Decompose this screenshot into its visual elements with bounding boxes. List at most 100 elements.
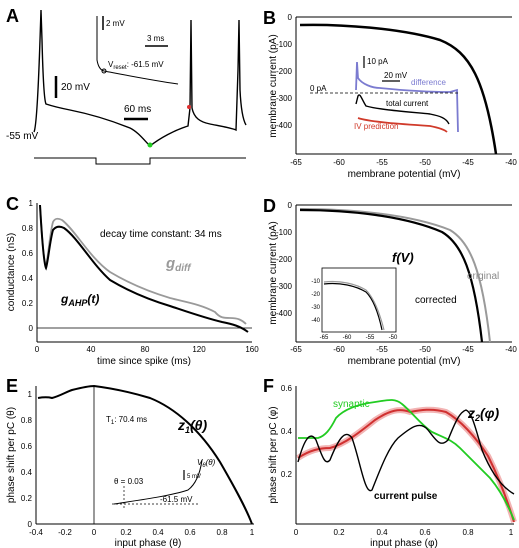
current-pulse-curve <box>297 409 515 495</box>
b-20mv-label: 20 mV <box>384 71 408 80</box>
d-inset-xtick: -60 <box>343 335 352 341</box>
c-ytick: 0.2 <box>22 299 34 308</box>
d-inset-xtick: -55 <box>366 335 375 341</box>
b-ytick: -100 <box>276 40 293 49</box>
d-inset-ytick: -40 <box>311 318 320 324</box>
scale-60ms-label: 60 ms <box>124 104 151 115</box>
d-xtick: -50 <box>419 345 431 354</box>
c-xtick: 120 <box>192 345 206 354</box>
panel-f-label: F <box>263 376 274 396</box>
b-ytick: -400 <box>276 121 293 130</box>
d-inset-xtick: -65 <box>320 335 329 341</box>
d-ytick: -200 <box>276 255 293 264</box>
d-ytick: -100 <box>276 228 293 237</box>
panel-c: C 0 0.2 0.4 0.6 0.8 1 0 40 80 120 160 ti… <box>6 194 259 367</box>
d-inset-box <box>321 267 397 333</box>
f-ytick: 0.4 <box>281 427 293 436</box>
d-ytick: -300 <box>276 282 293 291</box>
iv-prediction-trace <box>357 117 448 133</box>
f-xtick: 1 <box>509 528 514 537</box>
inset-3ms-label: 3 ms <box>147 34 164 43</box>
b-ylabel: membrane current (pA) <box>268 34 279 137</box>
f-current-pulse-label: current pulse <box>374 491 438 502</box>
f-xticks: 0 0.2 0.4 0.6 0.8 1 <box>294 528 514 537</box>
panel-e: E 0 0.2 0.4 0.6 0.8 1 -0.4 -0.2 0 0.2 0.… <box>6 376 255 548</box>
f-yticks: 0.2 0.4 0.6 <box>281 384 293 479</box>
c-ytick: 0.6 <box>22 249 34 258</box>
b-ytick: -300 <box>276 94 293 103</box>
panel-a: A 20 mV 60 ms -55 mV 2 mV 3 ms Vreset: -… <box>6 6 247 165</box>
panel-b: B 0 -100 -200 -300 -400 -65 -60 -55 -50 … <box>263 8 517 180</box>
c-ytick: 0.4 <box>22 274 34 283</box>
f-z2-label: z2(φ) <box>467 405 500 423</box>
e-inset-trace <box>113 459 203 505</box>
d-corrected-label: corrected <box>415 295 457 306</box>
panel-a-label: A <box>6 6 19 26</box>
b-zero-pa-label: 0 pA <box>310 84 327 93</box>
e-xtick: -0.2 <box>58 528 72 537</box>
b-ytick: -200 <box>276 67 293 76</box>
panel-f: F 0.2 0.4 0.6 0 0.2 0.4 0.6 0.8 1 input … <box>263 376 517 548</box>
f-xtick: 0.6 <box>419 528 431 537</box>
resting-label: -55 mV <box>6 131 39 142</box>
panel-e-label: E <box>6 376 18 396</box>
b-ytick: 0 <box>288 13 293 22</box>
e-ytick: 0.8 <box>21 416 33 425</box>
e-z1-label: z1(θ) <box>177 417 207 435</box>
stimulus-trace <box>34 157 246 165</box>
c-xtick: 160 <box>245 345 259 354</box>
voltage-trace <box>33 9 247 147</box>
e-xtick: 0 <box>92 528 97 537</box>
e-xtick: 0.8 <box>216 528 228 537</box>
d-inset-xtick: -50 <box>389 335 398 341</box>
e-ylabel: phase shift per pC (θ) <box>6 407 17 503</box>
c-xtick: 40 <box>87 345 96 354</box>
panel-b-label: B <box>263 8 276 28</box>
panel-c-label: C <box>6 194 19 214</box>
b-xtick: -45 <box>462 158 474 167</box>
e-inset-v-label: Vθ(θ) <box>197 458 216 469</box>
d-xtick: -45 <box>462 345 474 354</box>
f-xlabel: input phase (φ) <box>370 538 438 548</box>
e-xtick: -0.4 <box>29 528 43 537</box>
c-gdiff-label: gdiff <box>165 255 192 274</box>
c-ytick: 0.8 <box>22 224 34 233</box>
e-xtick: 0.6 <box>184 528 196 537</box>
c-yticks: 0 0.2 0.4 0.6 0.8 1 <box>22 199 34 333</box>
d-xtick: -65 <box>290 345 302 354</box>
d-inset-original <box>323 280 385 331</box>
e-period-label: T1: 70.4 ms <box>106 415 147 426</box>
d-inset-corrected <box>323 282 383 331</box>
panel-d: D 0 -100 -200 -300 -400 -65 -60 -55 -50 … <box>263 196 517 367</box>
e-yticks: 0 0.2 0.4 0.6 0.8 1 <box>21 390 33 529</box>
c-ylabel: conductance (nS) <box>6 233 17 311</box>
f-xtick: 0 <box>294 528 299 537</box>
d-fv-label: f(V) <box>392 250 414 265</box>
d-ytick: 0 <box>288 201 293 210</box>
b-xtick: -40 <box>505 158 517 167</box>
f-xtick: 0.4 <box>376 528 388 537</box>
b-xlabel: membrane potential (mV) <box>348 169 461 180</box>
b-10pa-label: 10 pA <box>367 57 389 66</box>
d-inset-ytick: -20 <box>311 292 320 298</box>
scale-20mv-label: 20 mV <box>61 82 90 93</box>
d-ylabel: membrane current (pA) <box>268 221 279 324</box>
b-xticks: -65 -60 -55 -50 -45 -40 <box>290 158 517 167</box>
c-gahp-label: gAHP(t) <box>60 292 99 308</box>
e-xlabel: input phase (θ) <box>115 538 182 548</box>
b-yticks: 0 -100 -200 -300 -400 <box>276 13 293 130</box>
e-xticks: -0.4 -0.2 0 0.2 0.4 0.6 0.8 1 <box>29 528 255 537</box>
gahp-curve <box>39 204 249 333</box>
e-ytick: 0.4 <box>21 468 33 477</box>
total-current-trace <box>355 94 450 125</box>
panel-d-label: D <box>263 196 276 216</box>
difference-trace <box>355 61 459 133</box>
synaptic-curve <box>298 399 515 521</box>
e-inset-5mv: 5 mV <box>187 474 201 480</box>
d-inset-yticks: -10 -20 -30 -40 <box>311 279 320 324</box>
b-xtick: -65 <box>290 158 302 167</box>
b-iv-curve <box>299 23 498 155</box>
inset-trace <box>96 16 179 85</box>
e-ytick: 1 <box>28 390 33 399</box>
